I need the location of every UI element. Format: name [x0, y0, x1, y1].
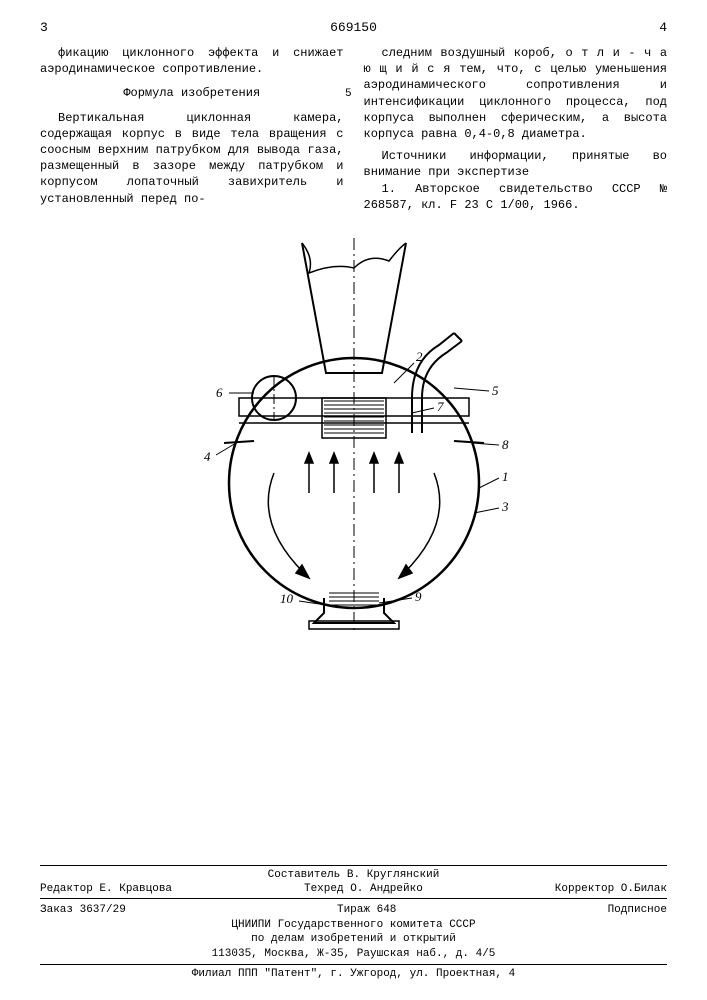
formula-title: Формула изобретения [40, 85, 344, 101]
publisher-line1: ЦНИИПИ Государственного комитета СССР [40, 918, 667, 932]
svg-text:10: 10 [280, 591, 294, 606]
flange-right [454, 441, 484, 443]
line-number-marker: 5 [345, 88, 352, 100]
right-pipe-inner [412, 333, 454, 433]
page-number-left: 3 [40, 20, 48, 35]
compiler-credit: Составитель В. Круглянский [40, 869, 667, 881]
page-header: 3 669150 4 [40, 20, 667, 35]
svg-text:1: 1 [502, 469, 509, 484]
svg-text:3: 3 [501, 499, 509, 514]
subscription: Подписное [608, 904, 667, 916]
order-number: Заказ 3637/29 [40, 904, 126, 916]
svg-text:4: 4 [204, 449, 211, 464]
text-columns: фикацию циклонного эффекта и снижает аэр… [40, 45, 667, 213]
claim-continuation: следним воздушный короб, о т л и - ч а ю… [364, 45, 668, 142]
page-footer: Составитель В. Круглянский Редактор Е. К… [40, 862, 667, 980]
cyclone-diagram: 1 2 3 4 5 6 7 8 9 10 [154, 233, 554, 653]
svg-text:7: 7 [437, 399, 444, 414]
document-number: 669150 [330, 20, 377, 35]
tirage: Тираж 648 [337, 904, 396, 916]
intro-text: фикацию циклонного эффекта и снижает аэр… [40, 45, 344, 77]
techred-credit: Техред О. Андрейко [304, 883, 423, 895]
left-column: фикацию циклонного эффекта и снижает аэр… [40, 45, 344, 213]
claim-body: Вертикальная циклонная камера, содержаща… [40, 110, 344, 207]
publisher-line3: 113035, Москва, Ж-35, Раушская наб., д. … [40, 947, 667, 961]
svg-text:8: 8 [502, 437, 509, 452]
page-number-right: 4 [659, 20, 667, 35]
figure-area: 1 2 3 4 5 6 7 8 9 10 [40, 233, 667, 653]
flange-left [224, 441, 254, 443]
flow-arrows [268, 453, 439, 578]
corrector-credit: Корректор О.Билак [555, 883, 667, 895]
svg-text:5: 5 [492, 383, 499, 398]
svg-text:6: 6 [216, 385, 223, 400]
callout-labels: 1 2 3 4 5 6 7 8 9 10 [204, 349, 509, 606]
sources-title: Источники информации, принятые во вниман… [364, 148, 668, 180]
svg-text:2: 2 [416, 349, 423, 364]
publisher-line2: по делам изобретений и открытий [40, 932, 667, 946]
editor-credit: Редактор Е. Кравцова [40, 883, 172, 895]
svg-text:9: 9 [415, 589, 422, 604]
right-column: следним воздушный короб, о т л и - ч а ю… [364, 45, 668, 213]
branch-info: Филиал ППП "Патент", г. Ужгород, ул. Про… [192, 968, 515, 980]
source-item: 1. Авторское свидетельство СССР № 268587… [364, 181, 668, 213]
